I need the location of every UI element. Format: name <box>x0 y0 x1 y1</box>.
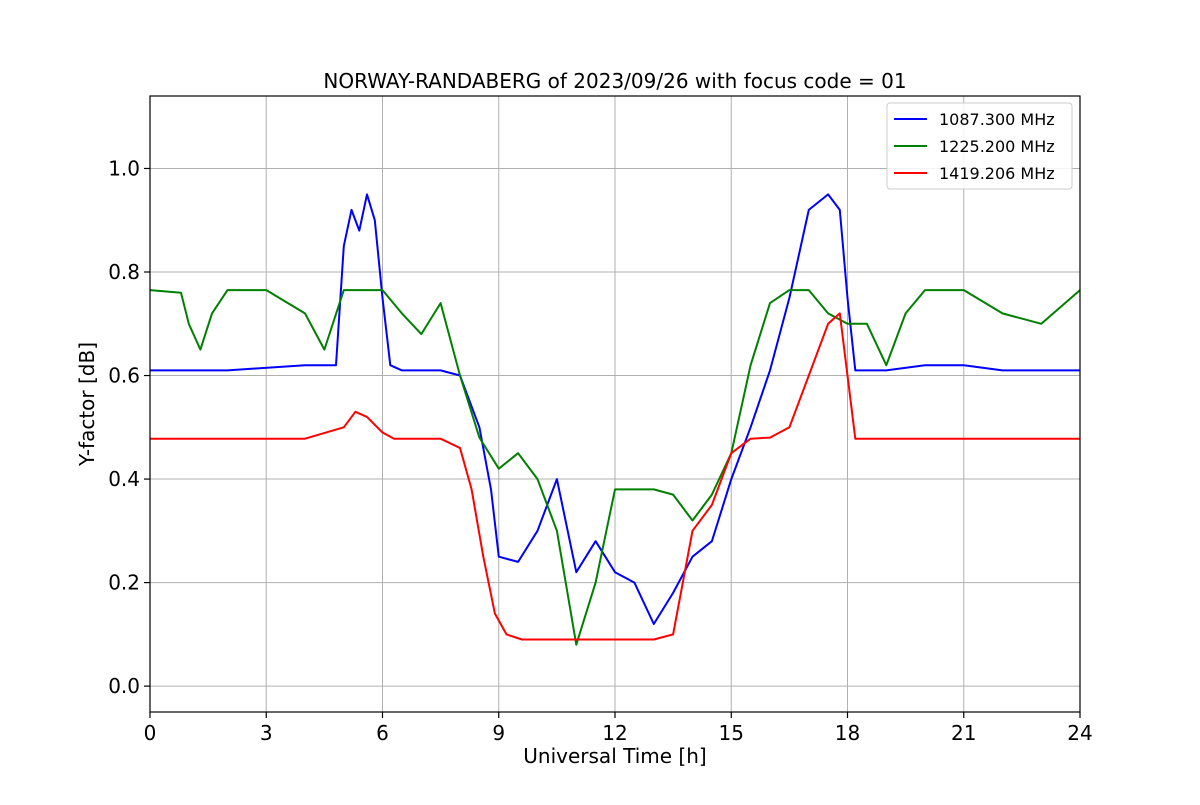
legend: 1087.300 MHz 1225.200 MHz 1419.206 MHz <box>886 102 1073 190</box>
legend-label: 1225.200 MHz <box>939 137 1055 156</box>
y-tick-label: 1.0 <box>108 156 140 180</box>
series-line-2 <box>149 289 1081 646</box>
x-tick-label: 6 <box>376 721 389 745</box>
x-tick-label: 3 <box>260 721 273 745</box>
chart-title: NORWAY-RANDABERG of 2023/09/26 with focu… <box>323 69 906 93</box>
x-tick-label: 15 <box>719 721 744 745</box>
x-tick-label: 21 <box>951 721 976 745</box>
x-tick-label: 0 <box>144 721 157 745</box>
y-tick-label: 0.0 <box>108 674 140 698</box>
y-tick-label: 0.4 <box>108 467 140 491</box>
series-line-3 <box>150 312 1080 641</box>
x-tick-label: 18 <box>835 721 860 745</box>
x-tick-label: 24 <box>1067 721 1092 745</box>
x-tick-label: 12 <box>602 721 627 745</box>
legend-label: 1087.300 MHz <box>939 110 1055 129</box>
x-tick-label: 9 <box>492 721 505 745</box>
legend-label: 1419.206 MHz <box>939 164 1055 183</box>
legend-box <box>886 102 1073 190</box>
y-tick-label: 0.8 <box>108 260 140 284</box>
y-tick-label: 0.2 <box>108 571 140 595</box>
ticks: 0 3 6 9 12 15 18 21 24 0.0 0.2 0.4 0.6 0.8 1.0 <box>108 156 1093 745</box>
y-axis-label: Y-factor [dB] <box>75 342 99 467</box>
series-layer <box>149 193 1081 646</box>
series-line-1 <box>150 193 1080 625</box>
y-tick-label: 0.6 <box>108 364 140 388</box>
x-axis-label: Universal Time [h] <box>523 744 706 768</box>
